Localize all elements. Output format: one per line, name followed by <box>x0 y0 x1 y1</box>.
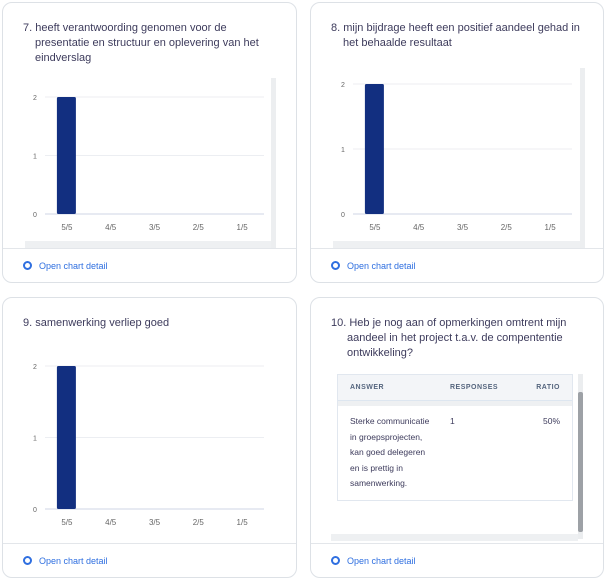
x-tick-label: 1/5 <box>545 223 557 232</box>
x-tick-label: 1/5 <box>237 223 249 232</box>
x-tick-label: 3/5 <box>457 223 469 232</box>
column-header-ratio: RATIO <box>518 375 572 401</box>
y-tick-label: 0 <box>341 212 345 219</box>
question-title: 9. samenwerking verliep goed <box>23 317 170 329</box>
chart-card-q8: 8. mijn bijdrage heeft een positief aand… <box>310 2 604 283</box>
vertical-scrollbar[interactable] <box>271 78 276 248</box>
y-tick-label: 1 <box>33 436 37 443</box>
chart-card-q7: 7. heeft verantwoording genomen voor de … <box>2 2 297 283</box>
gear-icon <box>331 556 340 565</box>
bar-chart: 0 1 2 5/5 4/5 3/5 2/5 1/5 <box>33 95 264 232</box>
link-label: Open chart detail <box>347 260 416 271</box>
bar <box>364 84 384 214</box>
x-tick-label: 1/5 <box>237 518 249 527</box>
y-tick-label: 2 <box>33 95 37 102</box>
bar <box>56 366 76 509</box>
y-tick-label: 0 <box>33 507 37 514</box>
x-tick-label: 5/5 <box>369 223 381 232</box>
bar <box>56 97 76 214</box>
x-tick-label: 5/5 <box>61 518 73 527</box>
y-tick-label: 1 <box>341 147 345 154</box>
link-label: Open chart detail <box>347 555 416 566</box>
chart-card-q9: 9. samenwerking verliep goed 0 1 2 5/5 4/5 3/… <box>2 297 297 578</box>
x-tick-label: 2/5 <box>193 223 205 232</box>
column-header-answer: ANSWER <box>338 375 438 401</box>
answers-table: ANSWER RESPONSES RATIO Sterke communicatie… <box>337 374 573 501</box>
horizontal-scrollbar[interactable] <box>333 241 580 248</box>
vertical-scrollbar[interactable] <box>578 374 583 539</box>
gear-icon <box>331 261 340 270</box>
x-tick-label: 3/5 <box>149 518 161 527</box>
vertical-scrollbar[interactable] <box>580 68 585 248</box>
y-tick-label: 2 <box>33 364 37 371</box>
gear-icon <box>23 556 32 565</box>
horizontal-scrollbar[interactable] <box>25 241 271 248</box>
link-label: Open chart detail <box>39 260 108 271</box>
bar-chart: 0 1 2 5/5 4/5 3/5 2/5 1/5 <box>341 82 572 232</box>
y-tick-label: 1 <box>33 154 37 161</box>
link-label: Open chart detail <box>39 555 108 566</box>
x-tick-label: 4/5 <box>105 518 117 527</box>
bar-chart: 0 1 2 5/5 4/5 3/5 2/5 1/5 <box>33 364 264 527</box>
open-chart-detail-link[interactable]: Open chart detail <box>311 543 603 577</box>
open-chart-detail-link[interactable]: Open chart detail <box>311 248 603 282</box>
answer-cell: Sterke communicatie in groepsprojecten, … <box>350 416 430 488</box>
table-card-q10: 10. Heb je nog aan of opmerkingen omtren… <box>310 297 604 578</box>
question-title: 10. Heb je nog aan of opmerkingen omtren… <box>331 317 567 359</box>
table-row: Sterke communicatie in groepsprojecten, … <box>338 406 572 500</box>
y-tick-label: 0 <box>33 212 37 219</box>
horizontal-scrollbar[interactable] <box>331 534 578 541</box>
x-tick-label: 2/5 <box>193 518 205 527</box>
gear-icon <box>23 261 32 270</box>
x-tick-label: 5/5 <box>61 223 73 232</box>
y-tick-label: 2 <box>341 82 345 89</box>
x-tick-label: 4/5 <box>105 223 117 232</box>
column-header-responses: RESPONSES <box>438 375 519 401</box>
question-title: 8. mijn bijdrage heeft een positief aand… <box>331 22 580 49</box>
x-tick-label: 3/5 <box>149 223 161 232</box>
responses-cell: 1 <box>450 416 455 426</box>
x-tick-label: 4/5 <box>413 223 425 232</box>
open-chart-detail-link[interactable]: Open chart detail <box>3 543 296 577</box>
question-title: 7. heeft verantwoording genomen voor de … <box>23 22 259 64</box>
open-chart-detail-link[interactable]: Open chart detail <box>3 248 296 282</box>
x-tick-label: 2/5 <box>501 223 513 232</box>
ratio-cell: 50% <box>542 416 560 426</box>
